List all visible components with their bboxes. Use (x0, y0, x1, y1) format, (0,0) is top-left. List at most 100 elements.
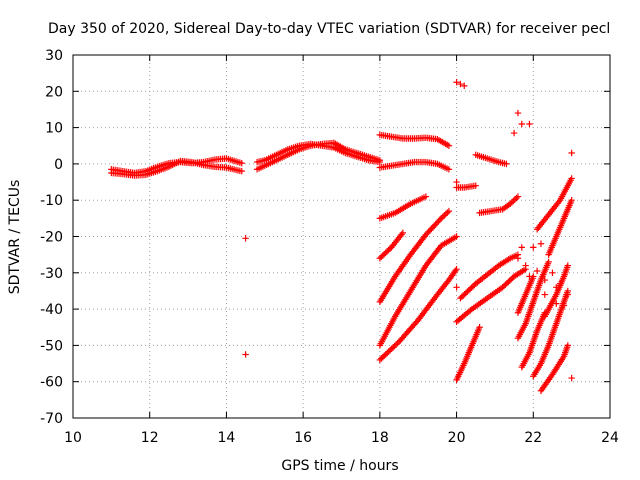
data-point (522, 262, 529, 269)
data-point (564, 291, 572, 298)
data-point (445, 142, 453, 149)
data-point (564, 342, 572, 349)
grid (73, 55, 610, 418)
data-point (461, 82, 468, 90)
series-band-b (108, 157, 245, 179)
y-tick-label: -10 (40, 193, 63, 209)
series-streak-15 (545, 197, 575, 258)
series-cluster-a (526, 267, 572, 309)
data-point (242, 235, 249, 242)
data-point (435, 218, 442, 225)
data-point (428, 225, 435, 232)
series-tail-c (476, 193, 522, 217)
data-point (549, 269, 556, 276)
data-point (510, 197, 517, 205)
data-point (453, 178, 460, 186)
axis-ticks: 10 12 14 16 18 20 22 24 -70 -60 -50 -40 -30 -20 -10 0 10… (40, 48, 619, 446)
series-tail-a (472, 151, 510, 168)
data-point (510, 129, 518, 137)
y-tick-label: 20 (45, 84, 63, 100)
data-point (424, 230, 431, 237)
data-point (445, 207, 453, 215)
data-point (441, 212, 448, 219)
x-tick-label: 12 (141, 430, 159, 446)
data-point (553, 300, 560, 307)
data-point (476, 324, 483, 331)
data-point (511, 196, 519, 203)
data-point (453, 233, 460, 240)
x-tick-label: 14 (218, 430, 236, 446)
data-point (433, 219, 441, 227)
data-points (108, 79, 575, 394)
data-point (444, 209, 451, 216)
data-point (388, 345, 395, 352)
series-streak-8 (453, 324, 483, 384)
chart-title: Day 350 of 2020, Sidereal Day-to-day VTE… (48, 21, 610, 37)
data-point (422, 193, 430, 200)
series-upper-arc (376, 131, 453, 149)
data-point (422, 231, 430, 238)
data-point (238, 167, 245, 175)
data-point (432, 221, 439, 228)
y-tick-label: -20 (40, 230, 63, 246)
series-streak-9 (514, 258, 552, 342)
x-axis-label: GPS time / hours (281, 458, 398, 474)
data-point (564, 262, 572, 269)
series-streak-1 (376, 193, 430, 222)
series-streak-2 (376, 229, 407, 262)
data-point (518, 120, 525, 128)
y-tick-label: 0 (54, 157, 63, 173)
data-point (453, 284, 460, 291)
data-point (556, 280, 564, 287)
data-point (553, 284, 560, 291)
data-point (514, 193, 522, 200)
series-lower-arc (376, 158, 453, 173)
data-point (568, 374, 575, 382)
data-point (436, 216, 444, 224)
x-tick-label: 20 (448, 430, 466, 446)
data-point (514, 255, 522, 262)
data-point (503, 160, 510, 168)
y-tick-label: -30 (40, 266, 63, 282)
data-point (568, 149, 575, 157)
data-point (545, 258, 552, 266)
y-tick-label: 30 (45, 48, 63, 64)
series-streak-4 (376, 233, 460, 349)
data-point (457, 80, 464, 88)
data-point (453, 265, 460, 273)
data-point (541, 276, 548, 284)
data-point (526, 120, 533, 128)
series-streak-6 (453, 265, 529, 326)
series-band-d (253, 140, 384, 166)
data-point (381, 352, 388, 359)
y-tick-label: -40 (40, 302, 63, 318)
data-point (568, 197, 575, 204)
data-point (439, 213, 446, 221)
data-point (530, 244, 537, 251)
series-streak-13 (537, 342, 572, 394)
data-point (513, 194, 520, 202)
data-point (238, 159, 245, 167)
y-tick-label: -60 (40, 375, 63, 391)
data-point (533, 267, 541, 275)
series-streak-5 (376, 265, 460, 364)
data-point (568, 175, 575, 182)
series-scatter (242, 79, 575, 382)
data-point (384, 349, 391, 357)
data-point (518, 244, 525, 251)
data-point (389, 344, 397, 351)
y-tick-label: -50 (40, 338, 63, 354)
y-axis-label: SDTVAR / TECUs (7, 180, 23, 295)
x-tick-label: 22 (524, 430, 542, 446)
y-tick-label: -70 (40, 411, 63, 427)
data-point (429, 224, 437, 231)
x-tick-label: 10 (64, 430, 82, 446)
data-point (376, 158, 384, 166)
data-point (386, 346, 394, 354)
series-streak-3 (376, 207, 453, 306)
data-point (425, 228, 432, 235)
data-point (391, 342, 398, 350)
data-point (392, 341, 400, 348)
x-tick-label: 18 (371, 430, 389, 446)
